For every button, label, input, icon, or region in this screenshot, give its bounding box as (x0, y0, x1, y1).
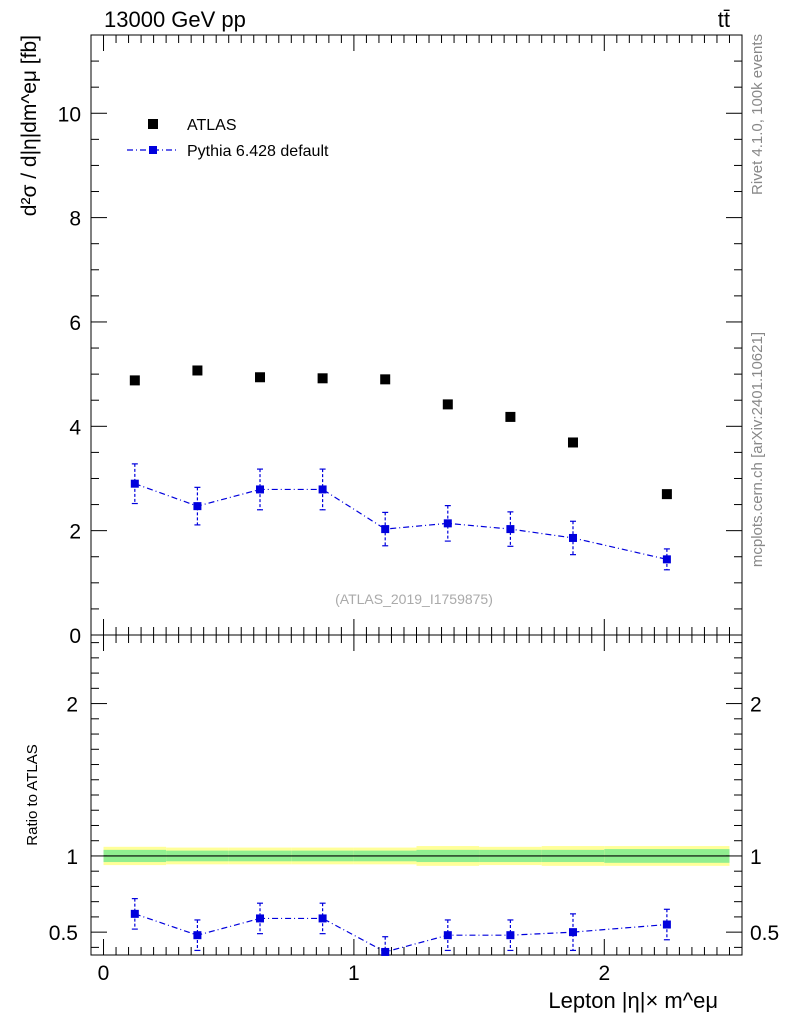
legend: ATLAS Pythia 6.428 default (127, 117, 329, 160)
ratio-y-tick-label-right: 2 (750, 694, 762, 717)
ratio-series-line (134, 913, 667, 953)
ratio-point (193, 931, 202, 940)
mc-point (193, 502, 202, 511)
ratio-ticks: 0.5 0.5 1 1 2 2 0 1 2 (49, 635, 779, 985)
ratio-point (256, 914, 265, 923)
rivet-label: Rivet 4.1.0, 100k events (749, 34, 766, 195)
legend-atlas-marker (148, 119, 158, 129)
energy-label: 13000 GeV pp (104, 7, 246, 32)
atlas-point (255, 372, 266, 383)
ratio-ylabel: Ratio to ATLAS (24, 744, 41, 845)
main-y-tick-label: 2 (69, 521, 81, 544)
atlas-point (192, 365, 203, 376)
legend-mc-label: Pythia 6.428 default (187, 143, 329, 160)
ratio-point (662, 920, 671, 929)
mc-point (318, 485, 327, 494)
x-tick-label: 2 (598, 962, 610, 985)
ratio-y-tick-label: 2 (66, 694, 78, 717)
ratio-frame (90, 634, 743, 956)
x-tick-label: 0 (98, 962, 110, 985)
main-ticks: 0 2 4 6 8 10 (58, 35, 742, 648)
mc-series-line (134, 483, 668, 560)
mc-point (568, 533, 577, 542)
ratio-y-tick-label: 0.5 (49, 922, 78, 945)
source-label: mcplots.cern.ch [arXiv:2401.10621] (749, 332, 766, 567)
main-marks (129, 365, 672, 571)
ratio-marks (130, 898, 671, 956)
ratio-point (506, 931, 515, 940)
ratio-point (130, 909, 139, 918)
ratio-point (318, 914, 327, 923)
analysis-label: (ATLAS_2019_I1759875) (335, 591, 493, 607)
mc-point (256, 485, 265, 494)
ratio-panel: 0.5 0.5 1 1 2 2 0 1 2 Ratio to ATLAS Lepton |η|×… (24, 634, 779, 1013)
mc-point (381, 525, 390, 534)
mc-point (130, 479, 139, 488)
main-y-tick-label: 0 (69, 625, 81, 648)
legend-mc-marker (149, 146, 157, 154)
atlas-point (567, 437, 578, 448)
ratio-y-tick-label: 1 (66, 846, 78, 869)
main-y-tick-label: 4 (69, 416, 81, 439)
main-panel: 0 2 4 6 8 10 d²σ / d|η|dm^eμ [fb] (ATLAS_2019… (18, 34, 743, 648)
main-y-tick-label: 6 (69, 312, 81, 335)
atlas-point (129, 375, 140, 386)
ratio-point (443, 931, 452, 940)
process-label: tt̄ (718, 7, 730, 32)
atlas-point (317, 373, 328, 384)
main-y-tick-label: 8 (69, 208, 81, 231)
ratio-point (381, 947, 390, 956)
x-tick-label: 1 (348, 962, 360, 985)
mc-point (662, 555, 671, 564)
main-y-tick-label: 10 (58, 103, 81, 126)
ratio-band (103, 846, 730, 866)
atlas-point (380, 374, 391, 385)
atlas-point (661, 489, 672, 500)
atlas-point (442, 399, 453, 410)
mc-point (506, 525, 515, 534)
ratio-point (568, 928, 577, 937)
atlas-point (505, 411, 516, 422)
mc-point (443, 519, 452, 528)
legend-atlas-label: ATLAS (187, 117, 237, 134)
x-axis-label: Lepton |η|× m^eμ (548, 988, 718, 1013)
main-ylabel: d²σ / d|η|dm^eμ [fb] (18, 35, 41, 216)
ratio-y-tick-label-right: 1 (750, 846, 762, 869)
ratio-y-tick-label-right: 0.5 (750, 922, 779, 945)
